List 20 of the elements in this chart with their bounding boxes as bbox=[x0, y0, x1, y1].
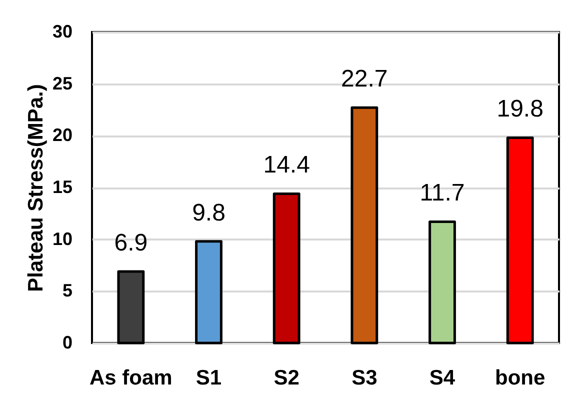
data-label: 22.7 bbox=[341, 66, 388, 93]
data-label: 6.9 bbox=[114, 229, 148, 256]
data-label: 19.8 bbox=[496, 96, 544, 123]
data-label: 9.8 bbox=[192, 199, 226, 226]
y-axis-title: Plateau Stress(MPa.) bbox=[24, 84, 48, 292]
x-tick-label: bone bbox=[494, 366, 546, 390]
x-tick-label: S1 bbox=[196, 366, 222, 390]
y-tick-label: 15 bbox=[52, 177, 72, 197]
data-label: 14.4 bbox=[263, 152, 310, 179]
y-tick-label: 5 bbox=[62, 280, 72, 301]
y-tick-label: 30 bbox=[52, 22, 72, 42]
x-tick-label: S4 bbox=[429, 366, 456, 390]
x-tick-label: S2 bbox=[274, 366, 300, 390]
y-tick-label: 20 bbox=[52, 125, 72, 146]
data-label: 11.7 bbox=[420, 180, 465, 207]
x-tick-label: S3 bbox=[352, 366, 378, 390]
y-tick-label: 10 bbox=[52, 228, 72, 249]
y-tick-label: 0 bbox=[62, 332, 72, 352]
y-tick-label: 25 bbox=[52, 73, 72, 94]
x-tick-label: As foam bbox=[89, 366, 172, 390]
